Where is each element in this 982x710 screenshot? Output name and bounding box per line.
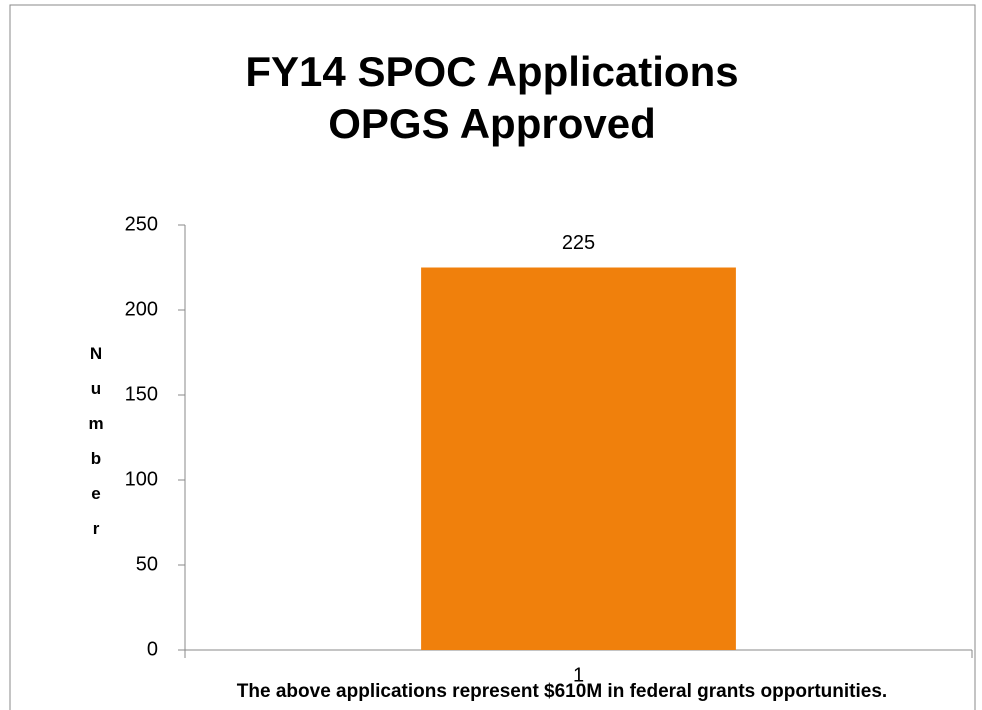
y-tick-label: 50 bbox=[136, 553, 158, 575]
x-tick-label: 1 bbox=[573, 664, 584, 686]
chart-title: FY14 SPOC Applications bbox=[245, 48, 738, 95]
chart-title: OPGS Approved bbox=[328, 100, 656, 147]
bar bbox=[421, 267, 736, 650]
y-tick-label: 250 bbox=[125, 213, 158, 235]
data-label: 225 bbox=[562, 232, 595, 254]
y-tick-label: 150 bbox=[125, 383, 158, 405]
y-tick-label: 200 bbox=[125, 298, 158, 320]
chart-frame bbox=[9, 4, 976, 710]
x-axis-title: The above applications represent $610M i… bbox=[237, 681, 887, 702]
y-tick-label: 100 bbox=[125, 468, 158, 490]
y-tick-label: 0 bbox=[147, 638, 158, 660]
